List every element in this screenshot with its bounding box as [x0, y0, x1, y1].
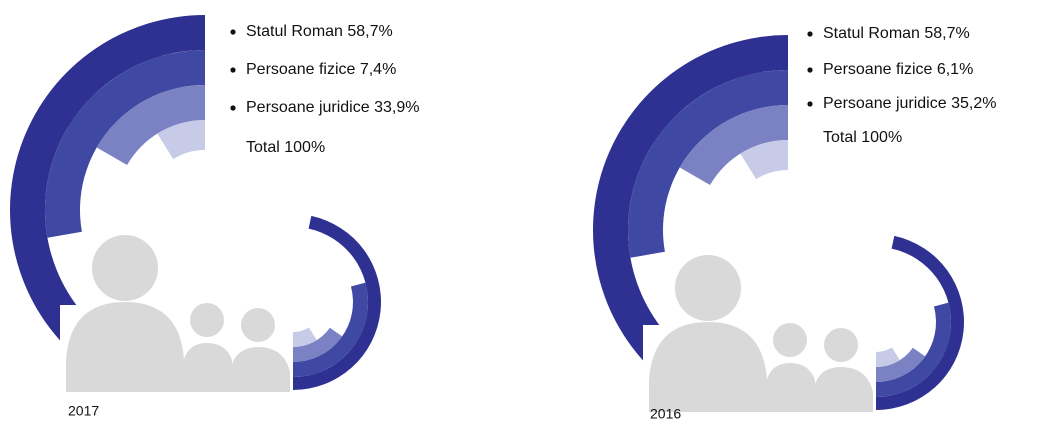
person-head — [190, 303, 224, 337]
arc — [157, 120, 205, 160]
arc — [10, 15, 206, 355]
person-body — [182, 343, 232, 392]
legend-item: Statul Roman 58,7% — [246, 23, 393, 40]
legend-item: Persoane juridice 33,9% — [246, 99, 419, 116]
arc — [876, 235, 965, 410]
person-head — [675, 255, 741, 321]
person-head — [824, 328, 858, 362]
person-head — [773, 323, 807, 357]
arc — [293, 215, 382, 390]
arc — [293, 327, 343, 362]
total: Total 100% — [823, 129, 902, 146]
bullet — [230, 67, 236, 73]
person-body — [66, 302, 184, 392]
arc — [293, 327, 317, 347]
bullet — [807, 31, 813, 37]
person-body — [765, 363, 815, 412]
arc — [876, 347, 926, 382]
panel — [10, 15, 382, 395]
person-body — [230, 347, 290, 392]
person-head — [92, 235, 158, 301]
legend-item: Persoane fizice 7,4% — [246, 61, 396, 78]
arc — [679, 105, 788, 185]
arc — [96, 85, 205, 165]
bullet — [807, 67, 813, 73]
person-body — [649, 322, 767, 412]
arc — [876, 302, 951, 397]
legend-item: Statul Roman 58,7% — [823, 25, 970, 42]
legend-item: Persoane fizice 6,1% — [823, 61, 973, 78]
arc — [740, 140, 788, 180]
person-body — [813, 367, 873, 412]
person-head — [241, 308, 275, 342]
total: Total 100% — [246, 139, 325, 156]
legend-item: Persoane juridice 35,2% — [823, 95, 996, 112]
arc — [44, 50, 205, 238]
arc — [876, 347, 900, 367]
arc — [628, 70, 788, 258]
arc — [593, 35, 788, 375]
bullet — [807, 101, 813, 107]
year: 2017 — [68, 403, 99, 419]
arc — [293, 282, 368, 377]
year: 2016 — [650, 406, 681, 422]
bullet — [230, 29, 236, 35]
panel — [593, 35, 965, 415]
bullet — [230, 105, 236, 111]
